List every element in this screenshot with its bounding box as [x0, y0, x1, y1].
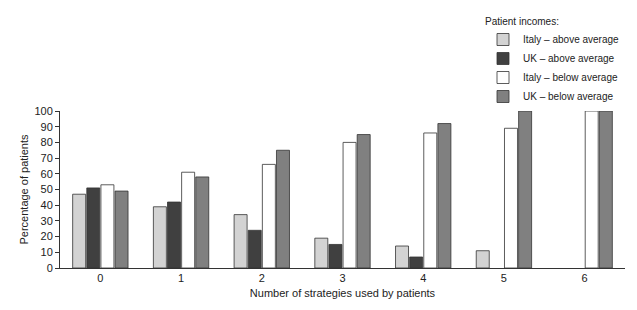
svg-text:4: 4 — [420, 272, 426, 284]
svg-text:1: 1 — [178, 272, 184, 284]
svg-text:Number of strategies used by p: Number of strategies used by patients — [250, 287, 436, 299]
svg-text:Patient incomes:: Patient incomes: — [485, 16, 559, 27]
svg-text:UK – above average: UK – above average — [523, 53, 615, 64]
svg-text:6: 6 — [582, 272, 588, 284]
svg-text:3: 3 — [339, 272, 345, 284]
svg-text:90: 90 — [41, 121, 53, 133]
svg-text:70: 70 — [41, 152, 53, 164]
svg-text:10: 10 — [41, 246, 53, 258]
svg-text:100: 100 — [34, 105, 52, 117]
svg-text:50: 50 — [41, 183, 53, 195]
svg-text:Italy – below average: Italy – below average — [523, 72, 618, 83]
svg-text:5: 5 — [501, 272, 507, 284]
svg-text:2: 2 — [259, 272, 265, 284]
svg-text:40: 40 — [41, 199, 53, 211]
svg-text:30: 30 — [41, 215, 53, 227]
svg-text:0: 0 — [47, 262, 53, 274]
svg-text:Italy – above average: Italy – above average — [523, 34, 619, 45]
svg-text:0: 0 — [97, 272, 103, 284]
svg-text:20: 20 — [41, 230, 53, 242]
svg-text:UK – below average: UK – below average — [523, 91, 613, 102]
svg-text:60: 60 — [41, 168, 53, 180]
svg-text:Percentage of patients: Percentage of patients — [18, 134, 30, 245]
svg-text:80: 80 — [41, 136, 53, 148]
